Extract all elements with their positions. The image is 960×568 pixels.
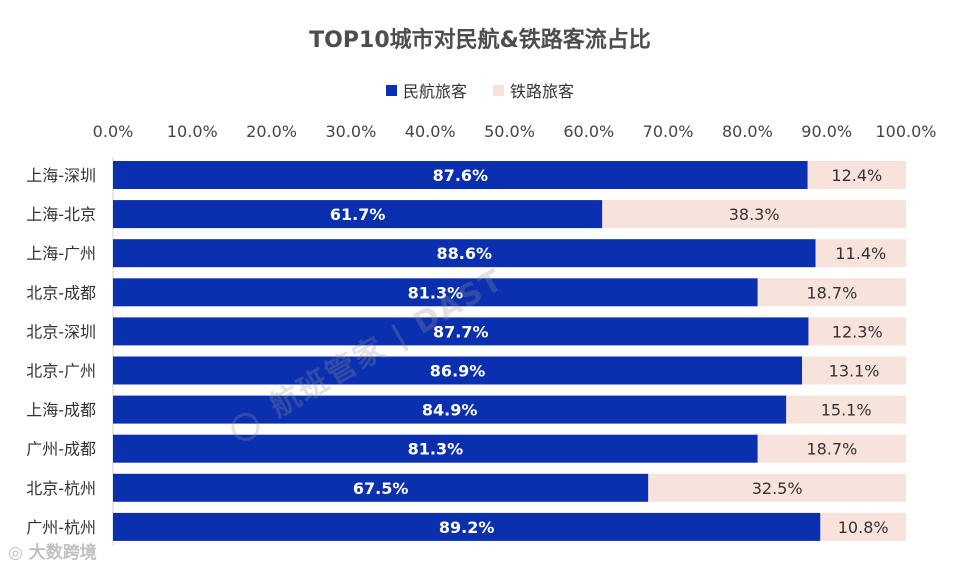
- bar-railway: [807, 161, 906, 189]
- bar-railway: [602, 200, 906, 229]
- x-tick-label: 70.0%: [643, 122, 694, 141]
- data-label-railway: 11.4%: [835, 244, 886, 263]
- x-tick-label: 40.0%: [405, 122, 456, 141]
- x-tick-label: 50.0%: [484, 122, 535, 141]
- bar-civil-aviation: [113, 512, 821, 541]
- brand-logo: ◎ 大数跨境: [8, 538, 97, 563]
- legend-item-railway: 铁路旅客: [493, 78, 574, 102]
- data-label-railway: 18.7%: [806, 283, 857, 302]
- x-tick-label: 100.0%: [875, 122, 936, 141]
- y-category-label: 上海-北京: [26, 205, 96, 224]
- bar-railway: [820, 512, 906, 541]
- data-label-railway: 12.4%: [831, 166, 882, 185]
- data-label-railway: 10.8%: [838, 518, 889, 537]
- data-label-civil-aviation: 87.7%: [433, 322, 489, 341]
- y-category-label: 广州-杭州: [26, 518, 96, 537]
- x-tick-label: 20.0%: [246, 122, 297, 141]
- x-tick-label: 10.0%: [167, 122, 218, 141]
- y-category-label: 上海-广州: [26, 244, 96, 263]
- y-category-label: 北京-成都: [26, 283, 96, 302]
- bar-civil-aviation: [113, 239, 816, 268]
- bar-railway: [786, 395, 906, 424]
- x-tick-label: 30.0%: [325, 122, 376, 141]
- bar-railway: [648, 473, 906, 502]
- x-tick-label: 60.0%: [563, 122, 614, 141]
- data-label-railway: 32.5%: [752, 479, 803, 498]
- bar-railway: [808, 317, 906, 346]
- legend-label-civil-aviation: 民航旅客: [402, 82, 467, 101]
- data-label-railway: 18.7%: [806, 440, 857, 459]
- x-tick-label: 90.0%: [801, 122, 852, 141]
- bar-civil-aviation: [113, 278, 758, 307]
- data-label-civil-aviation: 84.9%: [422, 401, 478, 420]
- x-tick-label: 80.0%: [722, 122, 773, 141]
- brand-text: 大数跨境: [28, 543, 97, 563]
- bar-railway: [815, 239, 906, 268]
- data-label-railway: 12.3%: [832, 322, 883, 341]
- bar-railway: [802, 356, 906, 385]
- legend: 民航旅客 铁路旅客: [0, 78, 960, 102]
- data-label-civil-aviation: 61.7%: [330, 205, 386, 224]
- legend-label-railway: 铁路旅客: [510, 82, 575, 101]
- bar-railway: [757, 278, 906, 307]
- x-tick-label: 0.0%: [93, 122, 134, 141]
- y-category-label: 上海-成都: [26, 401, 96, 420]
- brand-icon: ◎: [8, 543, 23, 563]
- data-label-civil-aviation: 89.2%: [439, 518, 495, 537]
- data-label-civil-aviation: 87.6%: [433, 166, 489, 185]
- data-label-civil-aviation: 88.6%: [437, 244, 493, 263]
- y-category-label: 北京-深圳: [26, 322, 96, 341]
- legend-swatch-civil-aviation: [385, 84, 397, 96]
- bar-civil-aviation: [113, 317, 809, 346]
- data-label-civil-aviation: 86.9%: [430, 362, 486, 381]
- legend-swatch-railway: [493, 84, 504, 96]
- bar-civil-aviation: [113, 200, 603, 229]
- data-label-railway: 13.1%: [829, 362, 880, 381]
- y-category-label: 上海-深圳: [26, 166, 96, 185]
- y-category-label: 广州-成都: [26, 440, 96, 459]
- bar-civil-aviation: [113, 434, 758, 463]
- y-category-label: 北京-杭州: [26, 479, 96, 498]
- y-category-label: 北京-广州: [26, 362, 96, 381]
- data-label-railway: 15.1%: [821, 401, 872, 420]
- bar-railway: [757, 434, 906, 463]
- data-label-railway: 38.3%: [729, 205, 780, 224]
- bar-civil-aviation: [113, 161, 808, 189]
- data-label-civil-aviation: 81.3%: [408, 283, 464, 302]
- data-label-civil-aviation: 67.5%: [353, 479, 409, 498]
- chart-title: TOP10城市对民航&铁路客流占比: [309, 28, 651, 53]
- legend-item-civil-aviation: 民航旅客: [385, 78, 467, 102]
- bar-civil-aviation: [113, 395, 787, 424]
- bar-civil-aviation: [113, 356, 803, 385]
- data-label-civil-aviation: 81.3%: [408, 440, 464, 459]
- bar-civil-aviation: [113, 473, 649, 502]
